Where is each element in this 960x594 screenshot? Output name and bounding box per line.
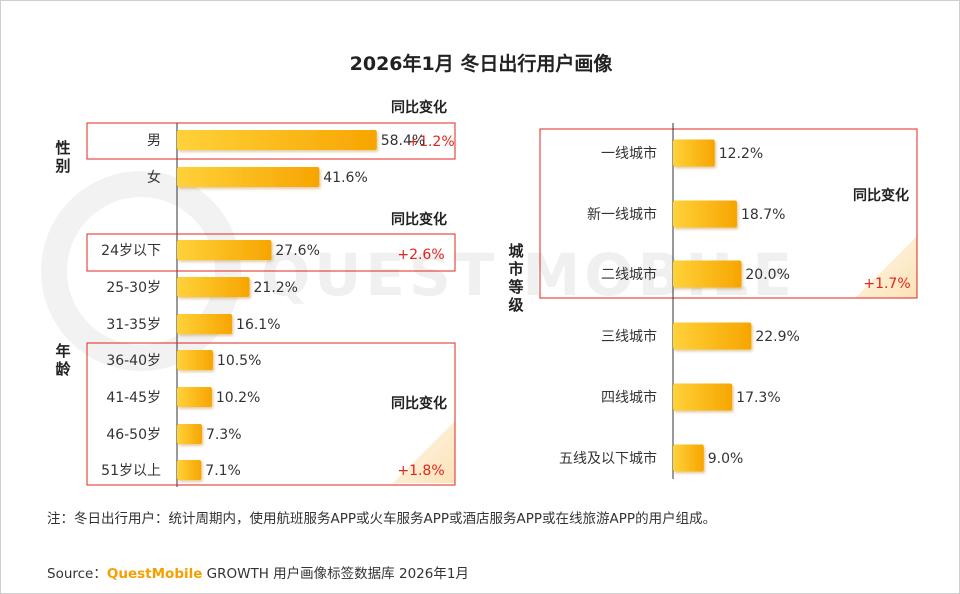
source-prefix: Source：	[47, 566, 107, 582]
age-category-label: 36-40岁	[106, 353, 161, 369]
city-value-label: 17.3%	[736, 390, 780, 406]
city-bar	[673, 383, 733, 411]
gender-category-label: 男	[147, 133, 161, 149]
city-category-label: 三线城市	[601, 328, 657, 345]
age-category-label: 51岁以上	[101, 463, 161, 479]
city-value-label: 9.0%	[708, 451, 744, 467]
age-value-label: 10.2%	[216, 390, 260, 406]
city-bar	[673, 322, 752, 350]
gender-bar	[177, 167, 320, 187]
city-bar	[673, 200, 737, 228]
city-value-label: 12.2%	[719, 146, 763, 162]
age-value-label: 10.5%	[217, 353, 261, 369]
gender-value-label: 41.6%	[323, 170, 367, 186]
age-bar	[177, 277, 250, 297]
city-category-label: 一线城市	[601, 145, 657, 162]
city-value-label: 22.9%	[755, 329, 799, 345]
city-category-label: 二线城市	[601, 266, 657, 283]
highlight-box	[86, 233, 456, 272]
age-bar	[177, 387, 212, 407]
yoy-change-value: +1.8%	[397, 463, 444, 479]
yoy-change-value: +2.6%	[397, 247, 444, 263]
yoy-change-label: 同比变化	[391, 99, 447, 116]
city-category-label: 新一线城市	[587, 206, 657, 223]
city-tier-group-label: 城市等级	[508, 242, 524, 314]
age-bar	[177, 314, 233, 334]
age-category-label: 31-35岁	[106, 317, 161, 333]
age-value-label: 21.2%	[254, 280, 298, 296]
highlight-corner-decoration	[393, 421, 455, 483]
age-bar	[177, 424, 202, 444]
age-bar	[177, 350, 213, 370]
source-suffix: GROWTH 用户画像标签数据库 2026年1月	[202, 566, 469, 582]
city-bar	[673, 444, 704, 472]
age-group-label: 年龄	[55, 342, 71, 378]
source-brand: QuestMobile	[106, 566, 203, 582]
age-value-label: 7.3%	[206, 427, 242, 443]
yoy-change-value: +1.2%	[407, 134, 454, 150]
yoy-change-label: 同比变化	[853, 187, 909, 204]
yoy-change-value: +1.7%	[863, 276, 910, 292]
city-category-label: 四线城市	[601, 389, 657, 406]
yoy-change-label: 同比变化	[391, 395, 447, 412]
age-bar	[177, 240, 272, 260]
age-bar	[177, 460, 202, 480]
highlight-box	[539, 128, 918, 299]
age-category-label: 41-45岁	[106, 390, 161, 406]
city-category-label: 五线及以下城市	[559, 450, 657, 467]
age-category-label: 24岁以下	[101, 243, 161, 259]
age-value-label: 16.1%	[236, 317, 280, 333]
gender-group-label: 性别	[54, 139, 70, 175]
city-bar	[673, 260, 742, 288]
chart-title: 2026年1月 冬日出行用户画像	[349, 53, 613, 75]
age-value-label: 7.1%	[205, 463, 241, 479]
footnote: 注：冬日出行用户：统计周期内，使用航班服务APP或火车服务APP或酒店服务APP…	[47, 511, 717, 527]
yoy-change-label: 同比变化	[391, 211, 447, 228]
source-line: Source：QuestMobile GROWTH 用户画像标签数据库 2026…	[47, 562, 469, 582]
gender-category-label: 女	[147, 169, 161, 186]
gender-bar	[177, 130, 377, 150]
highlight-corner-decoration	[855, 236, 917, 298]
age-category-label: 46-50岁	[106, 427, 161, 443]
city-value-label: 18.7%	[741, 207, 785, 223]
highlight-box	[86, 342, 456, 486]
city-bar	[673, 139, 715, 167]
city-value-label: 20.0%	[745, 267, 789, 283]
highlight-box	[86, 122, 456, 160]
age-value-label: 27.6%	[275, 243, 319, 259]
gender-value-label: 58.4%	[381, 133, 425, 149]
age-category-label: 25-30岁	[106, 280, 161, 296]
